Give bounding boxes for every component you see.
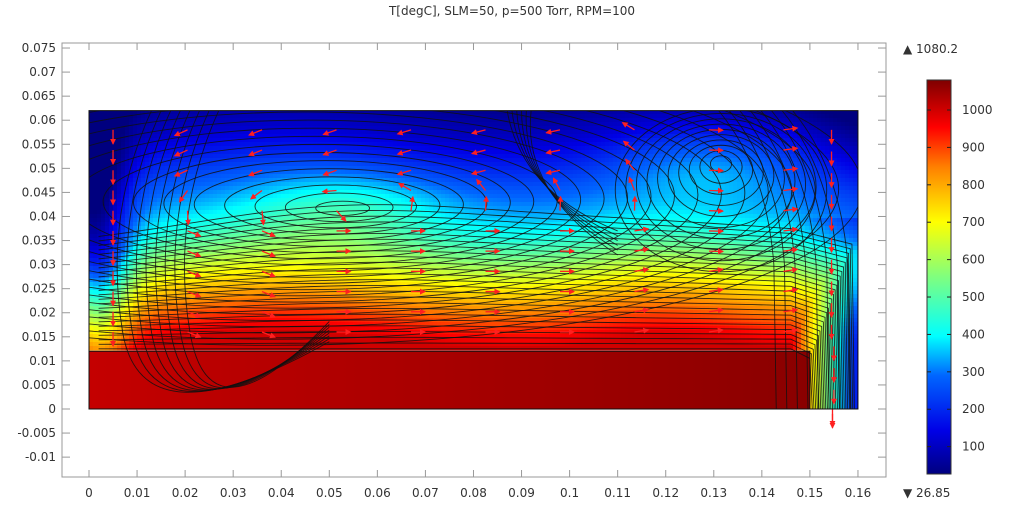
colorbar-tick-label: 500 (962, 290, 985, 304)
y-tick-label: 0.065 (22, 89, 56, 103)
colorbar-max-label: ▲ 1080.2 (903, 42, 958, 56)
x-tick-label: 0.03 (220, 486, 247, 500)
y-tick-label: 0.015 (22, 330, 56, 344)
x-tick-label: 0.1 (560, 486, 579, 500)
colorbar-tick-label: 1000 (962, 103, 993, 117)
y-tick-label: 0.055 (22, 137, 56, 151)
x-tick-label: 0.11 (604, 486, 631, 500)
colorbar-tick-label: 100 (962, 440, 985, 454)
colorbar-tick-label: 900 (962, 140, 985, 154)
x-tick-label: 0.15 (797, 486, 824, 500)
y-axis-ticks: 0.075 0.07 0.065 0.06 0.055 0.05 0.045 0.04 0.03… (17, 41, 886, 464)
colorbar-tick-label: 600 (962, 253, 985, 267)
velocity-arrows (110, 122, 837, 429)
axes: 0 0.01 0.02 0.03 0.04 0.05 0.06 0.07 0.08 0.09 0.1… (17, 41, 887, 500)
y-tick-label: 0.075 (22, 41, 56, 55)
y-tick-label: 0.045 (22, 185, 56, 199)
x-tick-label: 0.13 (700, 486, 727, 500)
x-tick-label: 0.16 (845, 486, 872, 500)
x-tick-label: 0.14 (748, 486, 775, 500)
y-tick-label: 0.01 (29, 354, 56, 368)
y-tick-label: 0.025 (22, 282, 56, 296)
colorbar-gradient (926, 79, 952, 475)
colorbar-tick-label: 200 (962, 402, 985, 416)
x-axis-ticks: 0 0.01 0.02 0.03 0.04 0.05 0.06 0.07 0.08 0.09 0.1… (85, 43, 871, 500)
colorbar-tick-label: 700 (962, 215, 985, 229)
colorbar-tick-label: 300 (962, 365, 985, 379)
y-tick-label: 0.03 (29, 258, 56, 272)
axes-frame (61, 42, 887, 478)
x-tick-label: 0.08 (460, 486, 487, 500)
x-tick-label: 0 (85, 486, 93, 500)
domain-outline (88, 110, 859, 410)
chart-title: T[degC], SLM=50, p=500 Torr, RPM=100 (388, 4, 636, 18)
x-tick-label: 0.04 (268, 486, 295, 500)
y-tick-label: 0.02 (29, 306, 56, 320)
x-tick-label: 0.02 (172, 486, 199, 500)
y-tick-label: 0.06 (29, 113, 56, 127)
y-tick-label: -0.01 (25, 450, 56, 464)
colorbar: ▲ 1080.2 1000900800700600500400300200100… (903, 42, 993, 500)
x-tick-label: 0.07 (412, 486, 439, 500)
y-tick-label: 0 (48, 402, 56, 416)
x-tick-label: 0.05 (316, 486, 343, 500)
y-tick-label: -0.005 (17, 426, 56, 440)
streamlines (89, 110, 858, 410)
x-tick-label: 0.09 (508, 486, 535, 500)
y-tick-label: 0.05 (29, 161, 56, 175)
y-tick-label: 0.005 (22, 378, 56, 392)
x-tick-label: 0.01 (124, 486, 151, 500)
colorbar-min-label: ▼ 26.85 (903, 486, 950, 500)
x-tick-label: 0.06 (364, 486, 391, 500)
colorbar-tick-label: 400 (962, 327, 985, 341)
y-tick-label: 0.035 (22, 234, 56, 248)
temperature-field (88, 110, 859, 429)
x-tick-label: 0.12 (652, 486, 679, 500)
y-tick-label: 0.04 (29, 209, 56, 223)
colorbar-tick-label: 800 (962, 178, 985, 192)
colorbar-ticks: 1000 900 800 700 600 500 400 300 200 100 (927, 103, 993, 454)
y-tick-label: 0.07 (29, 65, 56, 79)
